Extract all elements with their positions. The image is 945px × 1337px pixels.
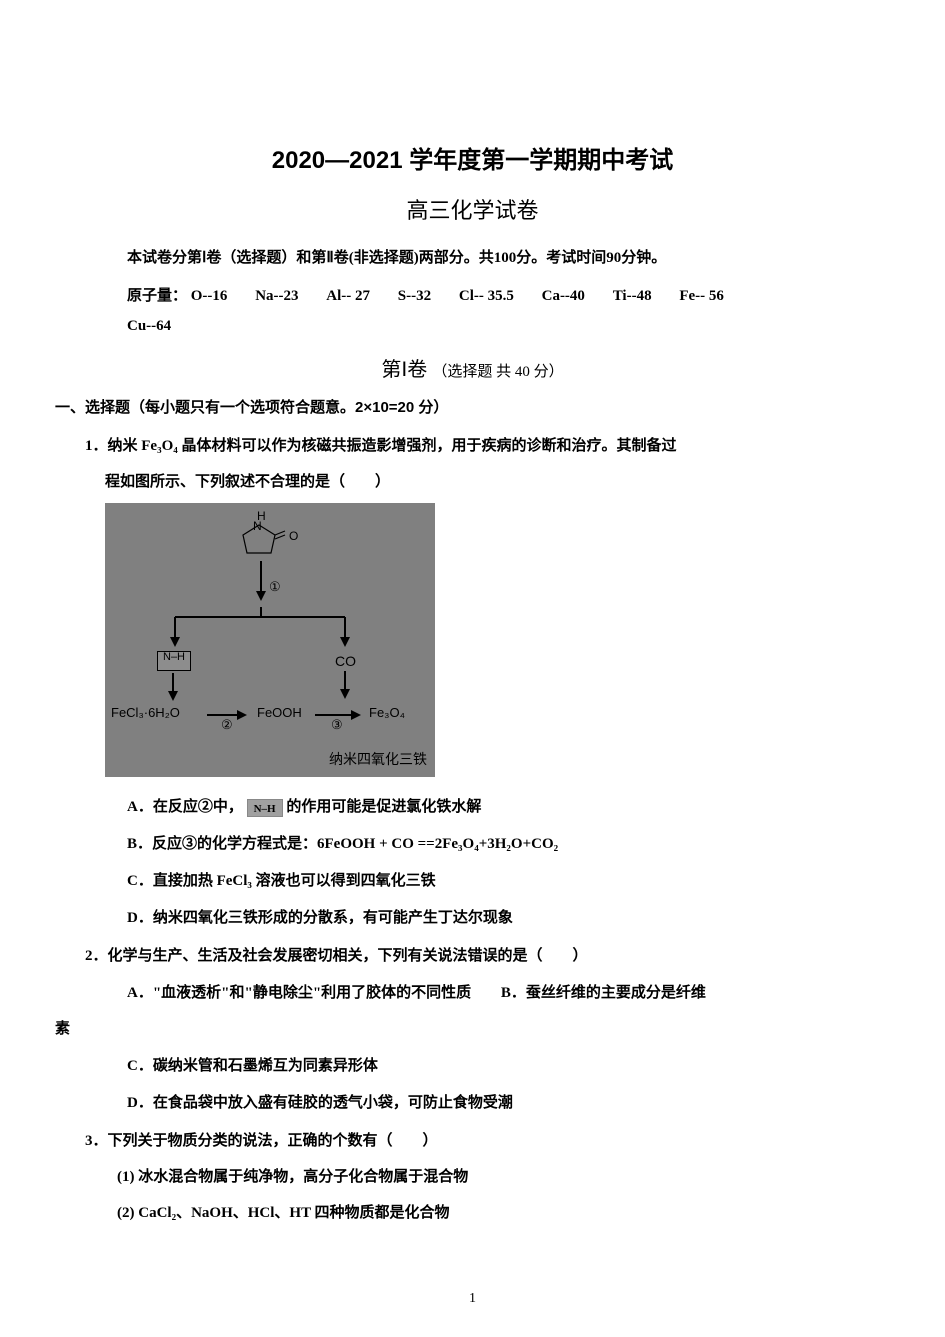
q1-option-c: C．直接加热 FeCl₃ 溶液也可以得到四氧化三铁 xyxy=(127,865,860,898)
q2-number: 2． xyxy=(85,948,108,964)
atomic-masses: 原子量： O--16 Na--23 Al-- 27 S--32 Cl-- 35.… xyxy=(127,281,860,341)
diagram-fe3o4: Fe₃O₄ xyxy=(369,705,405,720)
diagram-left-nh: N–H xyxy=(163,651,185,663)
nh-compound-icon: N–H xyxy=(247,799,283,817)
q1-option-a: A．在反应②中， N–H 的作用可能是促进氯化铁水解 xyxy=(127,791,860,824)
q1-a-post: 的作用可能是促进氯化铁水解 xyxy=(286,799,481,815)
q3-sub2: (2) CaCl₂、NaOH、HCl、HT 四种物质都是化合物 xyxy=(117,1198,860,1230)
q2-stem: 化学与生产、生活及社会发展密切相关，下列有关说法错误的是（ ） xyxy=(108,948,588,964)
question-3: 3．下列关于物质分类的说法，正确的个数有（ ） xyxy=(85,1126,860,1156)
q2-options: A．"血液透析"和"静电除尘"利用了胶体的不同性质 B．蚕丝纤维的主要成分是纤维 xyxy=(127,977,860,1010)
atomic-na: Na--23 xyxy=(255,281,298,311)
q1-a-pre: A．在反应②中， xyxy=(127,799,243,815)
exam-sub-title: 高三化学试卷 xyxy=(85,193,860,225)
diagram-fecl3: FeCl₃·6H₂O xyxy=(111,705,180,720)
q2-option-c: C．碳纳米管和石墨烯互为同素异形体 xyxy=(127,1050,860,1083)
question-group-header: 一、选择题（每小题只有一个选项符合题意。2×10=20 分） xyxy=(55,396,860,417)
q2-options-cd: C．碳纳米管和石墨烯互为同素异形体 D．在食品袋中放入盛有硅胶的透气小袋，可防止… xyxy=(127,1050,860,1120)
diagram-left-down xyxy=(161,673,191,703)
section-1-title: 第Ⅰ卷 xyxy=(381,359,427,381)
q1-stem-line1: 纳米 Fe₃O₄ 晶体材料可以作为核磁共振造影增强剂，用于疾病的诊断和治疗。其制… xyxy=(108,438,677,454)
diagram-o: O xyxy=(289,529,298,543)
q1-options: A．在反应②中， N–H 的作用可能是促进氯化铁水解 B．反应③的化学方程式是：… xyxy=(127,791,860,935)
q1-stem-line2: 程如图所示、下列叙述不合理的是（ ） xyxy=(105,467,860,497)
diagram-arrow-2-num: ② xyxy=(221,717,233,733)
diagram-co: CO xyxy=(335,653,356,669)
q3-number: 3． xyxy=(85,1133,108,1149)
exam-instructions: 本试卷分第Ⅰ卷（选择题）和第Ⅱ卷(非选择题)两部分。共100分。考试时间90分钟… xyxy=(127,243,860,273)
q2-line-ab: A．"血液透析"和"静电除尘"利用了胶体的不同性质 B．蚕丝纤维的主要成分是纤维 xyxy=(127,977,860,1010)
diagram-arrow-1-num: ① xyxy=(269,579,281,595)
atomic-o: O--16 xyxy=(191,281,228,311)
q1-number: 1． xyxy=(85,438,108,454)
diagram-caption: 纳米四氧化三铁 xyxy=(329,749,427,769)
diagram-feooh: FeOOH xyxy=(257,705,302,720)
question-1: 1．纳米 Fe₃O₄ 晶体材料可以作为核磁共振造影增强剂，用于疾病的诊断和治疗。… xyxy=(85,431,860,461)
diagram-split-arrows xyxy=(145,603,365,653)
q3-sub1: (1) 冰水混合物属于纯净物，高分子化合物属于混合物 xyxy=(117,1162,860,1194)
q3-stem: 下列关于物质分类的说法，正确的个数有（ ） xyxy=(108,1133,438,1149)
atomic-ca: Ca--40 xyxy=(542,281,585,311)
atomic-al: Al-- 27 xyxy=(326,281,370,311)
q2-option-b-part1: B．蚕丝纤维的主要成分是纤维 xyxy=(501,985,706,1001)
atomic-cl: Cl-- 35.5 xyxy=(459,281,514,311)
atomic-fe: Fe-- 56 xyxy=(679,281,724,311)
q2-option-d: D．在食品袋中放入盛有硅胶的透气小袋，可防止食物受潮 xyxy=(127,1087,860,1120)
diagram-right-down xyxy=(333,671,363,701)
q1-diagram: H N O ① N–H CO FeCl₃·6H₂O ② FeOOH xyxy=(105,503,435,777)
q1-option-b: B．反应③的化学方程式是：6FeOOH + CO ==2Fe₃O₄+3H₂O+C… xyxy=(127,828,860,861)
section-1-header: 第Ⅰ卷 （选择题 共 40 分） xyxy=(85,353,860,382)
atomic-cu: Cu--64 xyxy=(127,311,171,341)
atomic-ti: Ti--48 xyxy=(613,281,652,311)
section-1-subtitle: （选择题 共 40 分） xyxy=(432,364,563,380)
q1-option-d: D．纳米四氧化三铁形成的分散系，有可能产生丁达尔现象 xyxy=(127,902,860,935)
question-2: 2．化学与生产、生活及社会发展密切相关，下列有关说法错误的是（ ） xyxy=(85,941,860,971)
diagram-arrow-3-num: ③ xyxy=(331,717,343,733)
q2-option-b-part2: 素 xyxy=(55,1014,860,1044)
atomic-label: 原子量： xyxy=(127,281,187,311)
diagram-ring-icon xyxy=(231,517,291,561)
page-number: 1 xyxy=(0,1291,945,1307)
exam-main-title: 2020—2021 学年度第一学期期中考试 xyxy=(85,140,860,175)
q2-option-a: A．"血液透析"和"静电除尘"利用了胶体的不同性质 xyxy=(127,985,471,1001)
atomic-s: S--32 xyxy=(398,281,431,311)
